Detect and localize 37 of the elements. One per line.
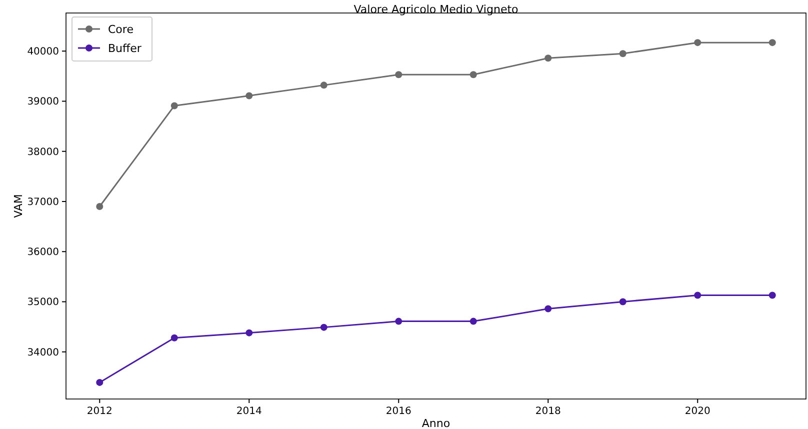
point xyxy=(246,329,253,336)
point xyxy=(544,54,552,62)
point xyxy=(544,305,552,312)
point xyxy=(694,292,702,299)
legend-label: Buffer xyxy=(108,42,142,55)
legend-label: Core xyxy=(108,22,134,36)
point xyxy=(768,292,776,299)
x-tick-label: 2020 xyxy=(684,406,710,417)
y-tick-label: 39000 xyxy=(27,96,59,108)
y-tick-label: 36000 xyxy=(27,247,59,258)
x-tick-label: 2012 xyxy=(86,406,112,417)
y-tick-label: 34000 xyxy=(27,347,59,358)
x-tick-label: 2014 xyxy=(236,406,262,417)
point xyxy=(320,324,328,331)
x-tick-label: 2016 xyxy=(386,406,412,417)
point xyxy=(320,82,328,89)
x-axis-title: Anno xyxy=(422,417,450,429)
point xyxy=(246,92,253,100)
point xyxy=(619,50,626,58)
point xyxy=(96,203,104,210)
point xyxy=(395,71,402,78)
y-tick-label: 35000 xyxy=(27,297,59,308)
point xyxy=(470,71,477,78)
y-tick-label: 40000 xyxy=(27,46,59,58)
point xyxy=(768,39,776,46)
point xyxy=(170,102,178,110)
y-tick-label: 37000 xyxy=(27,196,59,208)
x-tick-label: 2018 xyxy=(535,406,561,417)
chart-title: Valore Agricolo Medio Vigneto xyxy=(354,2,519,16)
y-axis-title: VAM xyxy=(12,194,25,218)
y-tick-label: 38000 xyxy=(27,146,59,158)
point xyxy=(470,318,477,325)
point xyxy=(96,378,104,386)
point xyxy=(619,298,626,306)
point xyxy=(395,318,402,325)
point xyxy=(170,334,178,342)
point xyxy=(694,39,702,46)
